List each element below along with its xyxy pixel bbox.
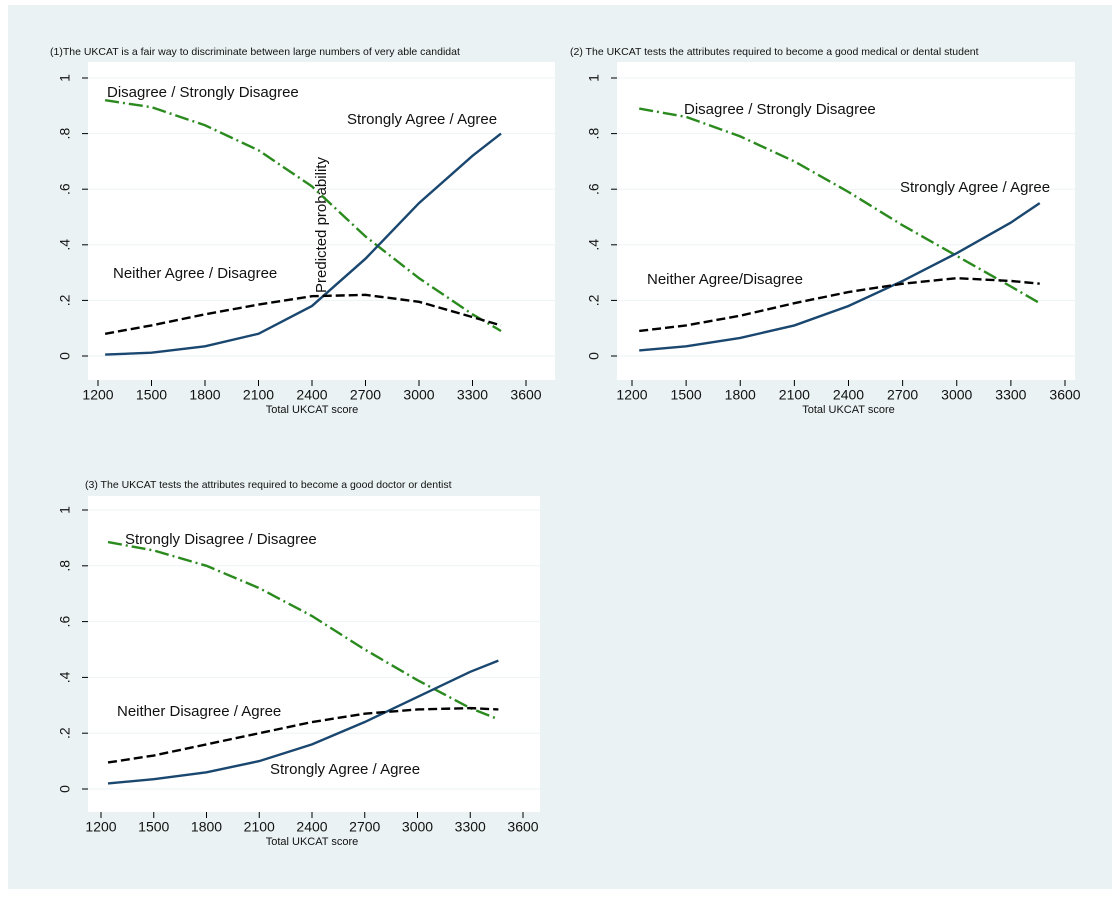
series-line [107,659,499,785]
chart-title: (3) The UKCAT tests the attributes requi… [85,479,452,491]
series-label: Strongly Agree / Agree [900,179,1050,196]
x-tick-label: 3300 [455,819,486,835]
x-tick-label: 1500 [136,387,167,403]
y-tick-label: 1 [57,506,73,514]
series-label: Neither Disagree / Agree [117,703,281,720]
x-tick-label: 1200 [616,387,647,403]
x-axis-label: Total UKCAT score [266,836,359,848]
y-tick-label: .2 [57,294,73,306]
x-tick-label: 1800 [189,387,220,403]
x-tick-label: 2400 [833,387,864,403]
x-tick-label: 2100 [244,819,275,835]
y-tick-label: 0 [57,785,73,793]
x-tick-label: 2400 [296,819,327,835]
x-tick-label: 2700 [350,387,381,403]
series-label: Disagree / Strongly Disagree [684,101,876,118]
x-tick-label: 1800 [725,387,756,403]
y-tick-label: .4 [57,671,73,683]
x-tick-label: 1200 [82,387,113,403]
y-tick-label: .4 [57,239,73,251]
y-tick-label: 1 [586,74,602,82]
x-tick-label: 2700 [349,819,380,835]
series-line [105,132,502,356]
y-axis-label: Predicted probability [313,157,330,293]
x-tick-label: 3300 [995,387,1026,403]
x-tick-label: 3600 [510,387,541,403]
x-tick-label: 1500 [671,387,702,403]
y-tick-label: .6 [586,183,602,195]
y-tick-label: .6 [57,183,73,195]
x-tick-label: 3600 [507,819,538,835]
x-axis-label: Total UKCAT score [266,404,359,416]
series-line [107,540,499,721]
series-label: Strongly Agree / Agree [347,111,497,128]
series-line [639,276,1040,333]
plot-region [617,62,1075,380]
x-tick-label: 3600 [1049,387,1080,403]
x-tick-label: 3000 [941,387,972,403]
y-tick-label: 0 [57,352,73,360]
x-tick-label: 1800 [191,819,222,835]
x-axis-label: Total UKCAT score [802,404,895,416]
series-line [639,202,1041,352]
plot-region [88,62,555,380]
x-tick-label: 2100 [243,387,274,403]
series-label: Strongly Agree / Agree [270,761,420,778]
x-tick-label: 2100 [779,387,810,403]
x-tick-label: 3300 [457,387,488,403]
x-tick-label: 3000 [403,387,434,403]
chart-title: (2) The UKCAT tests the attributes requi… [570,46,979,58]
x-tick-label: 1500 [138,819,169,835]
y-tick-label: .4 [586,239,602,251]
plot-region [88,496,540,812]
x-tick-label: 2400 [296,387,327,403]
series-label: Disagree / Strongly Disagree [107,84,299,101]
y-tick-label: .2 [586,294,602,306]
series-line [104,99,502,333]
x-tick-label: 2700 [887,387,918,403]
series-line [104,293,502,335]
y-tick-label: .8 [57,128,73,140]
y-tick-label: .8 [586,128,602,140]
x-tick-label: 3000 [402,819,433,835]
y-tick-label: .8 [57,560,73,572]
series-label: Neither Agree / Disagree [113,265,277,282]
y-tick-label: 1 [57,74,73,82]
series-label: Neither Agree/Disagree [647,271,803,288]
y-tick-label: 0 [586,352,602,360]
chart-title: (1)The UKCAT is a fair way to discrimina… [50,46,460,58]
x-tick-label: 1200 [85,819,116,835]
series-line [639,107,1041,305]
y-tick-label: .6 [57,616,73,628]
y-tick-label: .2 [57,727,73,739]
series-label: Strongly Disagree / Disagree [125,531,317,548]
